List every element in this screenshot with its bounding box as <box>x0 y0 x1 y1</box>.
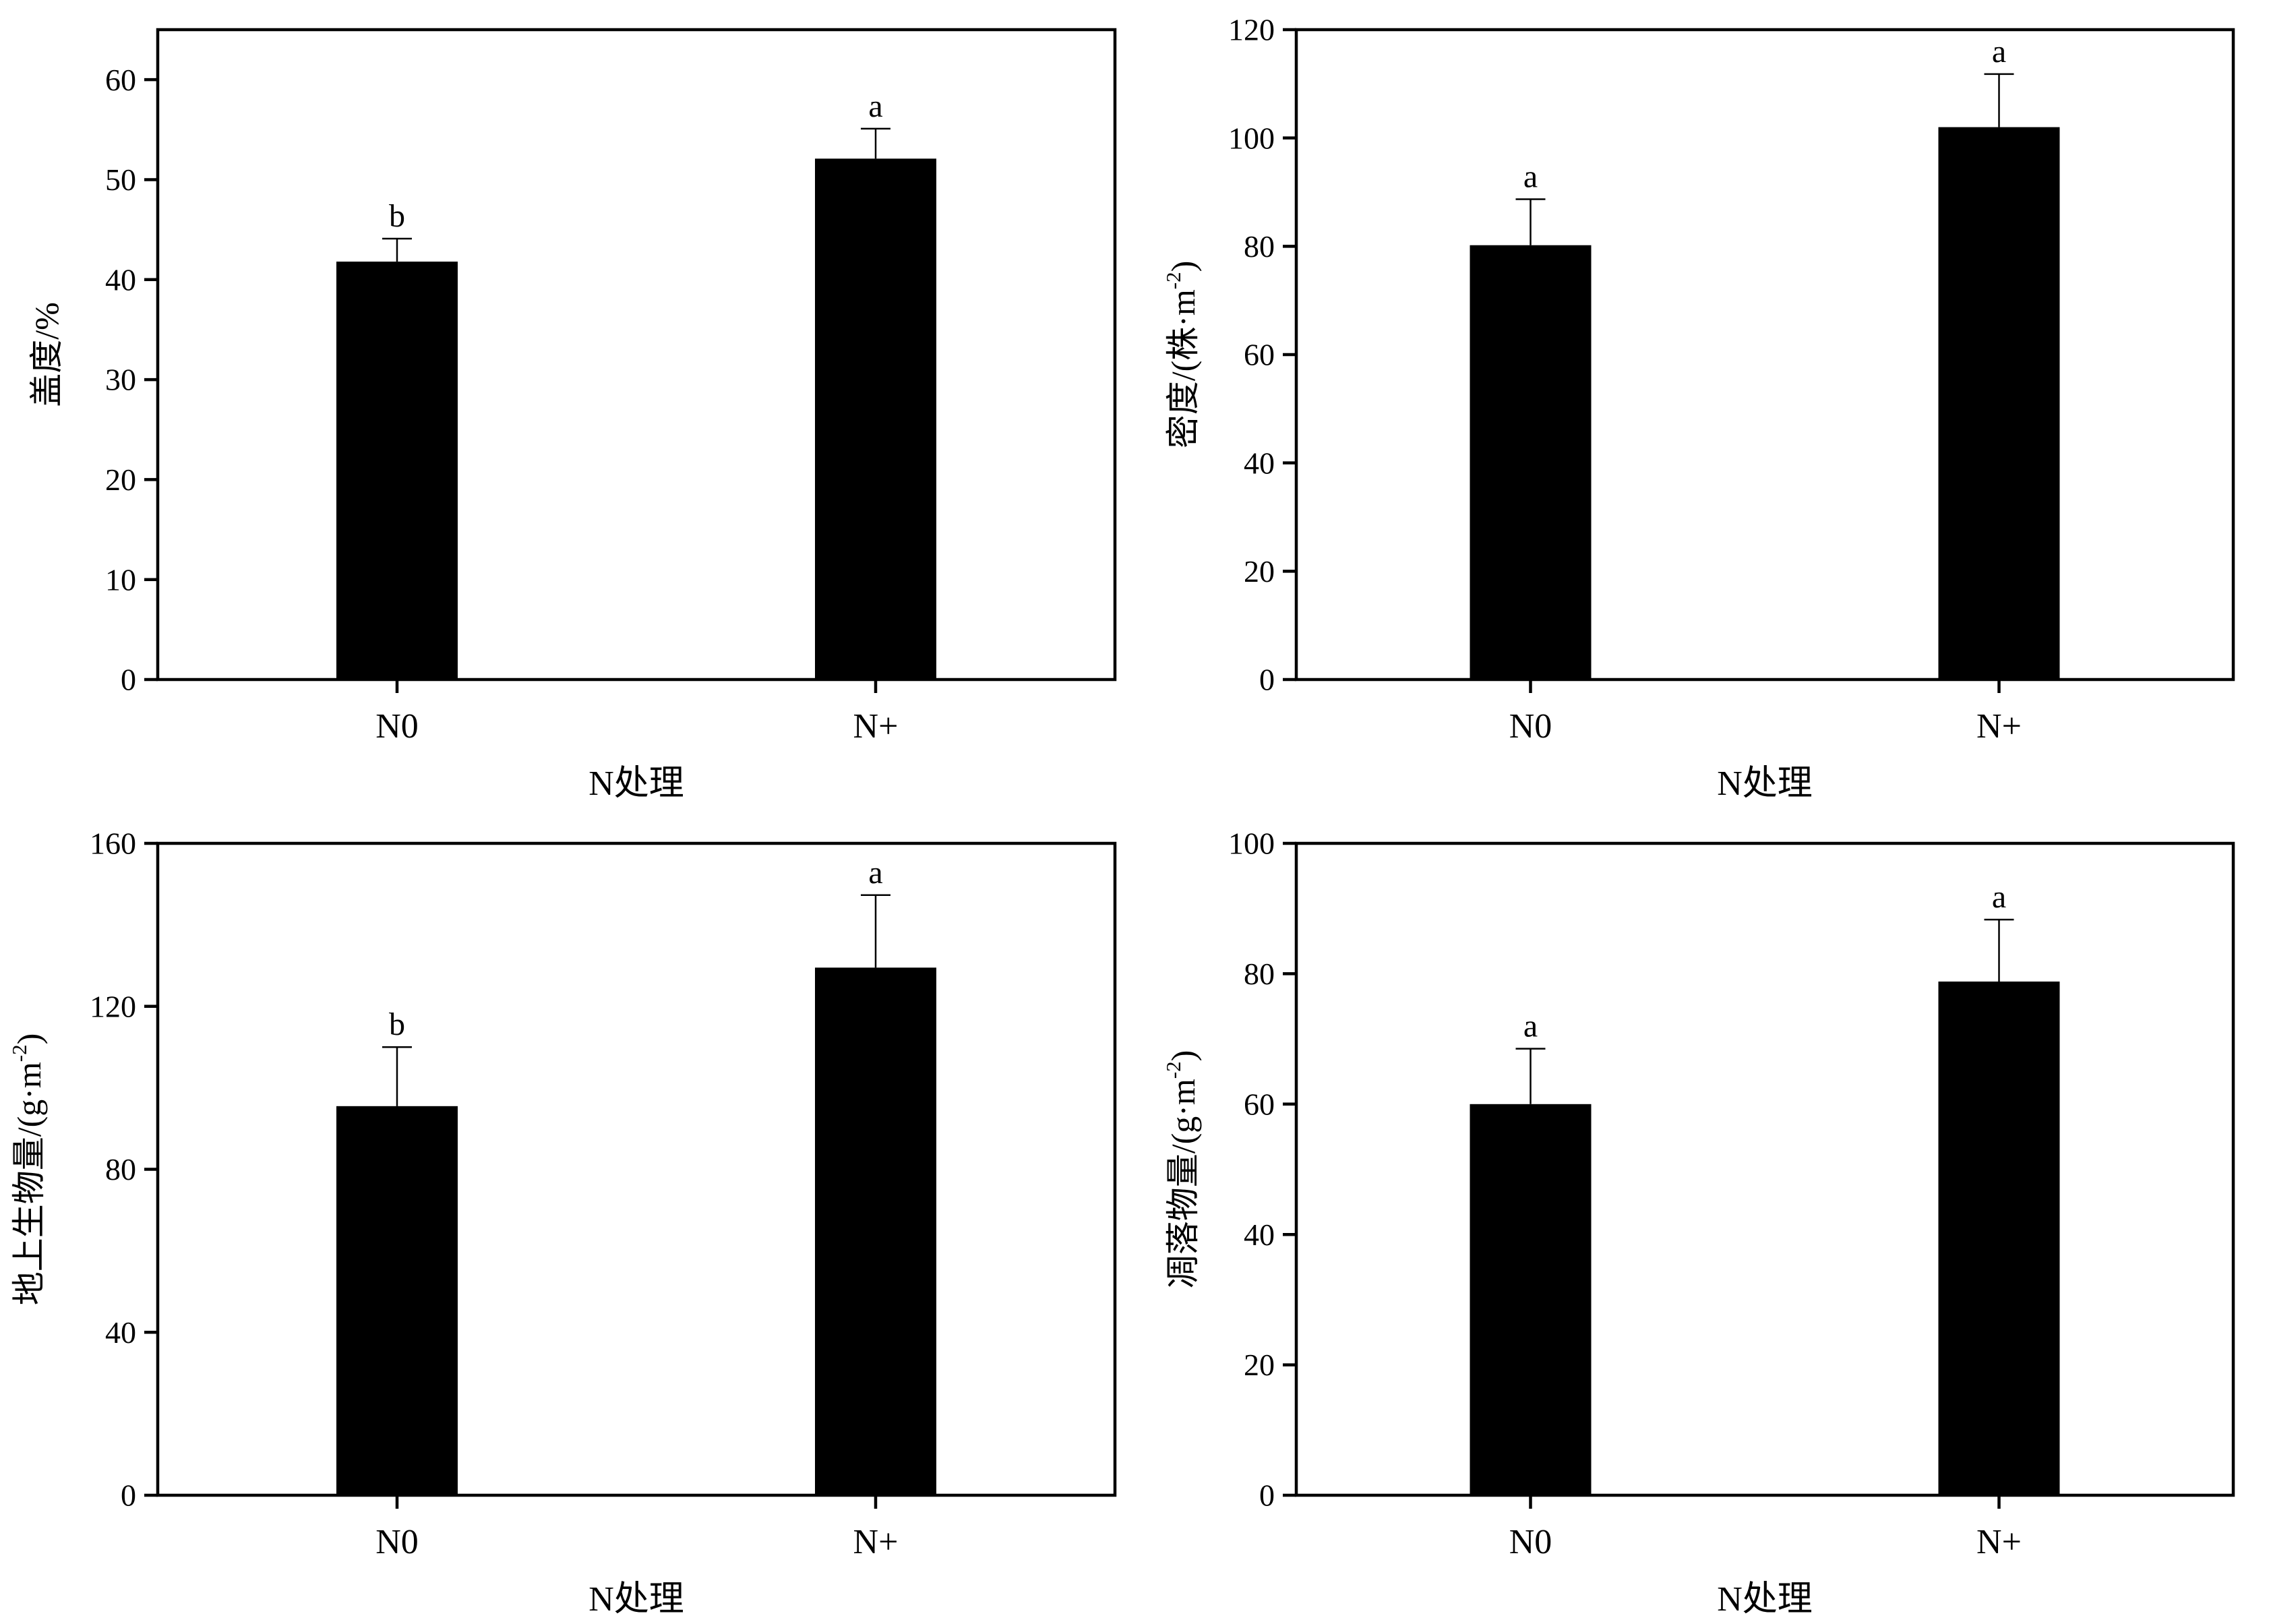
x-tick-label: N0 <box>375 707 419 746</box>
y-tick-label: 100 <box>1228 826 1275 861</box>
y-axis-label: 凋落物量/(g·m-2) <box>1161 1050 1202 1289</box>
bar <box>1470 1104 1592 1495</box>
y-tick-label: 0 <box>1259 1478 1275 1513</box>
chart-panel-4: 0 20 40 60 80 100 a N0 a N+ N处理 凋落物量/(g·m-2) <box>1161 826 2235 1619</box>
y-axis-label-main: 凋落物量/(g·m <box>1164 1079 1202 1288</box>
y-axis-label-superscript: -2 <box>7 1044 31 1062</box>
y-axis-label-main: 盖度/% <box>28 302 65 407</box>
bar <box>1470 245 1592 680</box>
bar <box>815 967 936 1495</box>
y-tick-label: 80 <box>105 1152 136 1186</box>
y-tick-label: 50 <box>105 162 136 197</box>
chart-panel-2: 0 20 40 60 80 100 120 a N0 a N+ N处理 密度/(株·m-2) <box>1161 13 2235 803</box>
x-tick-label: N+ <box>853 707 899 746</box>
plot-frame <box>156 841 1117 1497</box>
x-tick-label: N+ <box>1976 707 2022 746</box>
plot-frame <box>1294 841 2235 1497</box>
x-axis-label: N处理 <box>588 764 684 803</box>
chart-panel-3: 0 40 80 120 160 b N0 a N+ N处理 地上生物量/(g·m-2) <box>7 826 1117 1619</box>
significance-letter: a <box>1992 879 2006 915</box>
significance-letter: a <box>868 855 882 891</box>
y-tick-label: 20 <box>105 462 136 497</box>
y-axis-label-close: ) <box>10 1033 48 1045</box>
y-axis-label: 密度/(株·m-2) <box>1161 261 1202 449</box>
y-axis-label-superscript: -2 <box>1161 272 1185 289</box>
y-axis-label-superscript: -2 <box>1161 1061 1185 1079</box>
y-tick-label: 40 <box>1244 446 1275 480</box>
y-tick-label: 80 <box>1244 229 1275 264</box>
y-tick-label: 10 <box>105 562 136 597</box>
y-axis-label-main: 地上生物量/(g·m <box>10 1062 48 1305</box>
y-tick-label: 100 <box>1228 121 1275 155</box>
y-tick-label: 60 <box>1244 338 1275 372</box>
y-tick-label: 40 <box>105 262 136 297</box>
y-tick-label: 120 <box>1228 13 1275 47</box>
y-tick-label: 0 <box>1259 663 1275 697</box>
y-axis-label: 地上生物量/(g·m-2) <box>7 1033 48 1306</box>
y-tick-label: 0 <box>121 1478 136 1513</box>
y-tick-label: 40 <box>1244 1217 1275 1252</box>
significance-letter: a <box>1523 1009 1538 1044</box>
significance-letter: a <box>1992 34 2006 69</box>
y-tick-label: 0 <box>121 663 136 697</box>
x-axis-label: N处理 <box>1717 764 1813 803</box>
bar <box>336 262 458 680</box>
x-tick-label: N+ <box>1976 1523 2022 1561</box>
y-tick-label: 60 <box>105 63 136 97</box>
y-tick-label: 20 <box>1244 1348 1275 1382</box>
plot-frame <box>1294 28 2235 682</box>
significance-letter: a <box>1523 158 1538 194</box>
x-axis-label: N处理 <box>1717 1580 1813 1619</box>
y-tick-label: 20 <box>1244 554 1275 589</box>
bar <box>1938 982 2060 1495</box>
x-tick-label: N0 <box>1509 1523 1552 1561</box>
x-tick-label: N0 <box>375 1523 419 1561</box>
bar <box>1938 127 2060 680</box>
y-tick-label: 30 <box>105 363 136 397</box>
x-tick-label: N+ <box>853 1523 899 1561</box>
y-axis-label-close: ) <box>1164 1050 1202 1062</box>
x-tick-label: N0 <box>1509 707 1552 746</box>
bar <box>815 158 936 680</box>
y-tick-label: 60 <box>1244 1087 1275 1121</box>
y-tick-label: 40 <box>105 1315 136 1350</box>
y-tick-label: 80 <box>1244 957 1275 991</box>
significance-letter: b <box>389 198 405 234</box>
x-axis-label: N处理 <box>588 1580 684 1619</box>
y-axis-label-main: 密度/(株·m <box>1164 289 1202 448</box>
y-axis-label-close: ) <box>1164 261 1202 272</box>
significance-letter: a <box>868 88 882 124</box>
significance-letter: b <box>389 1006 405 1042</box>
plot-frame <box>156 28 1117 682</box>
bar <box>336 1106 458 1495</box>
y-tick-label: 160 <box>90 826 136 861</box>
y-tick-label: 120 <box>90 989 136 1023</box>
chart-panel-1: 0 10 20 30 40 50 60 b N0 a N+ N处理 盖度/% <box>28 28 1117 803</box>
y-axis-label: 盖度/% <box>28 302 65 407</box>
